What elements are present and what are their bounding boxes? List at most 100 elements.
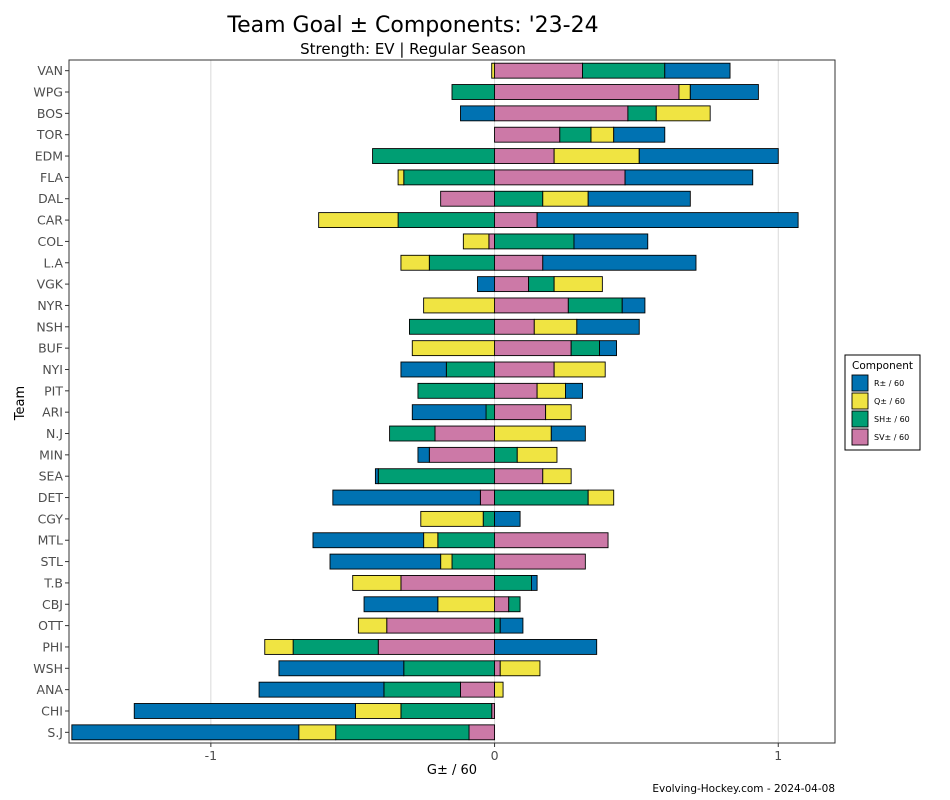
y-axis-title: Team bbox=[13, 386, 28, 421]
y-tick-label: L.A bbox=[44, 255, 64, 270]
bar-sh-cgy bbox=[482, 510, 496, 527]
y-tick-label: CGY bbox=[38, 511, 64, 526]
bar-r-edm bbox=[638, 148, 779, 164]
bar-sv-van bbox=[494, 62, 583, 79]
bar-r-stl bbox=[329, 553, 442, 570]
y-tick-label: SEA bbox=[39, 469, 64, 484]
bar-sv-col bbox=[488, 233, 496, 250]
bar-r-chi bbox=[133, 703, 356, 719]
bar-sh-nyr bbox=[567, 297, 623, 314]
bar-q-car bbox=[318, 212, 399, 228]
bar-sv-bos bbox=[494, 105, 629, 122]
y-tick-label: DAL bbox=[38, 191, 63, 206]
bar-r-mtl bbox=[312, 532, 425, 549]
bar-sv-fla bbox=[494, 169, 626, 186]
bar-r-nyi bbox=[400, 361, 447, 378]
bar-sv-edm bbox=[494, 148, 555, 164]
bar-sv-nj bbox=[434, 425, 496, 442]
y-tick-label: ANA bbox=[37, 682, 64, 697]
bar-sv-buf bbox=[494, 340, 572, 357]
x-tick-label: 1 bbox=[774, 748, 782, 763]
bar-sv-stl bbox=[494, 553, 586, 570]
bar-q-ott bbox=[357, 617, 388, 634]
bar-q-vgk bbox=[553, 276, 603, 293]
bar-q-edm bbox=[553, 148, 640, 164]
bar-r-ana bbox=[258, 681, 385, 698]
bar-r-tb bbox=[530, 575, 538, 591]
bar-sv-vgk bbox=[494, 276, 530, 293]
y-tick-label: PIT bbox=[44, 383, 63, 398]
bar-sh-sj bbox=[335, 724, 470, 741]
legend-label-r: R± / 60 bbox=[874, 379, 904, 388]
bar-sh-mtl bbox=[437, 532, 496, 549]
bar-sh-la bbox=[428, 254, 496, 271]
bar-sh-wpg bbox=[451, 84, 496, 100]
bar-r-la bbox=[542, 254, 697, 271]
chart-caption: Evolving-Hockey.com - 2024-04-08 bbox=[652, 783, 835, 795]
y-tick-label: NYI bbox=[42, 362, 63, 377]
bar-sh-edm bbox=[372, 148, 496, 164]
bar-r-wpg bbox=[689, 84, 759, 100]
bar-r-cbj bbox=[363, 596, 439, 613]
bar-sv-cbj bbox=[494, 596, 510, 613]
bar-q-cbj bbox=[437, 596, 496, 613]
bar-sv-ana bbox=[460, 681, 496, 698]
y-tick-label: OTT bbox=[38, 618, 63, 633]
bar-sh-fla bbox=[403, 169, 496, 186]
bar-sh-nsh bbox=[408, 318, 496, 335]
bar-q-min bbox=[516, 446, 558, 463]
bar-sv-nyr bbox=[494, 297, 569, 314]
y-tick-label: NYR bbox=[37, 298, 63, 313]
bar-r-ari bbox=[411, 404, 487, 421]
y-tick-label: NSH bbox=[36, 319, 63, 334]
legend-swatch-sh bbox=[851, 410, 869, 428]
y-tick-label: FLA bbox=[40, 170, 63, 185]
plot-panel-border bbox=[68, 59, 836, 744]
bar-r-ott bbox=[499, 617, 524, 634]
bar-r-fla bbox=[624, 169, 754, 186]
y-tick-label: VAN bbox=[37, 63, 63, 78]
bar-q-phi bbox=[264, 639, 294, 655]
bar-sv-nsh bbox=[494, 318, 535, 335]
bar-q-ana bbox=[494, 681, 504, 698]
bar-sh-pit bbox=[417, 382, 496, 399]
bar-q-nsh bbox=[533, 318, 578, 335]
bar-sh-det bbox=[494, 489, 589, 506]
bar-r-vgk bbox=[477, 276, 496, 293]
bar-sv-nyi bbox=[494, 361, 555, 378]
bar-r-nj bbox=[550, 425, 586, 442]
x-tick-label: -1 bbox=[205, 748, 217, 763]
x-axis-title: G± / 60 bbox=[427, 763, 477, 778]
bar-sh-stl bbox=[451, 553, 496, 570]
y-tick-label: CBJ bbox=[42, 597, 63, 612]
bar-sh-ana bbox=[383, 681, 461, 698]
y-tick-label: PHI bbox=[42, 639, 63, 654]
bar-sh-car bbox=[397, 212, 496, 228]
bar-sh-vgk bbox=[528, 276, 555, 293]
bar-q-mtl bbox=[423, 532, 439, 549]
bar-q-cgy bbox=[420, 510, 484, 527]
y-tick-label: N.J bbox=[46, 426, 63, 441]
bar-r-tor bbox=[613, 126, 666, 143]
bar-sv-la bbox=[494, 254, 544, 271]
bar-sv-car bbox=[494, 212, 538, 228]
y-tick-label: DET bbox=[38, 490, 64, 505]
bar-sh-cbj bbox=[508, 596, 521, 613]
bar-sv-sj bbox=[468, 724, 496, 741]
y-tick-label: WPG bbox=[33, 85, 63, 100]
bar-q-sj bbox=[298, 724, 337, 741]
y-tick-label: MIN bbox=[39, 447, 63, 462]
bar-sv-det bbox=[479, 489, 496, 506]
bar-sv-mtl bbox=[494, 532, 609, 549]
bar-q-chi bbox=[355, 703, 402, 719]
bar-sh-ari bbox=[485, 404, 496, 421]
legend-title: Component bbox=[852, 360, 913, 372]
legend-label-sh: SH± / 60 bbox=[874, 415, 910, 424]
bar-q-wpg bbox=[678, 84, 691, 100]
bar-q-sea bbox=[542, 468, 572, 485]
y-tick-label: MTL bbox=[38, 533, 63, 548]
legend-swatch-q bbox=[851, 392, 869, 410]
bar-sv-sea bbox=[494, 468, 544, 485]
bar-sv-ari bbox=[494, 404, 547, 421]
